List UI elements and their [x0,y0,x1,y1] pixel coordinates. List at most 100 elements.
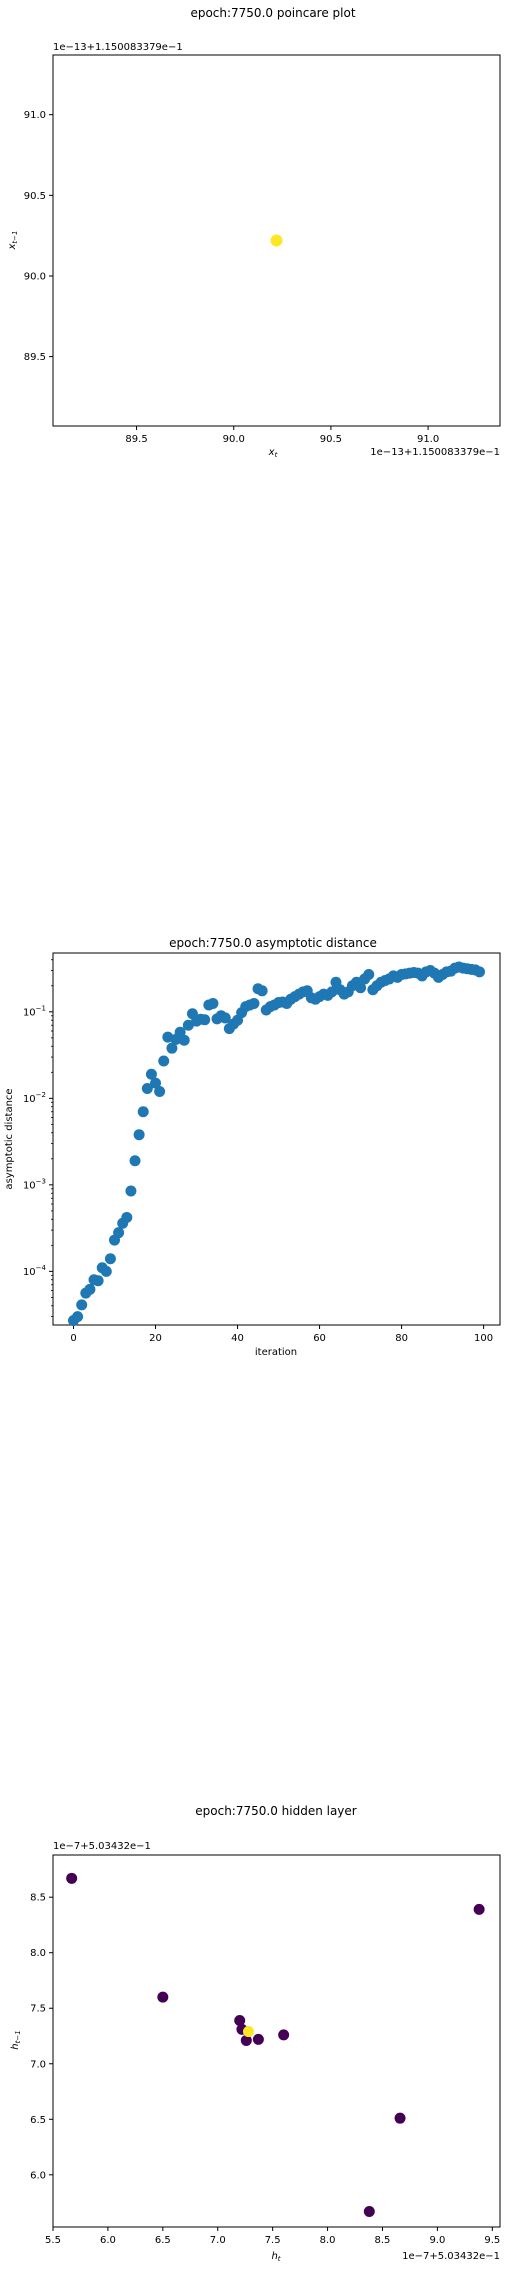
poincare-x-tick-label: 90.5 [320,434,342,445]
poincare-title: epoch:7750.0 poincare plot [190,6,355,20]
asymptotic-point [154,1085,166,1097]
asymptotic-point [199,1014,211,1026]
hidden-x-tick-label: 8.5 [375,2235,391,2246]
hidden-x-tick-label: 7.5 [265,2235,281,2246]
asymptotic-point [158,1055,170,1067]
asymptotic-point [219,1012,231,1024]
asymptotic-point [166,1042,178,1054]
asymptotic-x-tick-label: 60 [313,1333,326,1344]
asymptotic-y-tick-base: 10 [23,1094,36,1105]
asymptotic-y-ticks: 10−410−310−210−1 [23,959,53,1317]
asymptotic-y-tick-label: 10−1 [23,1004,46,1018]
poincare-point [270,234,283,247]
hidden-axes-frame [52,1854,501,2228]
asymptotic-point [145,1068,157,1080]
asymptotic-y-tick-base: 10 [23,1267,36,1278]
hidden-point [240,2034,252,2046]
hidden-point [157,1991,169,2003]
asymptotic-xlabel: iteration [255,1347,297,1358]
hidden-x-tick-label: 6.0 [100,2235,116,2246]
hidden-x-tick-label: 6.5 [155,2235,171,2246]
asymptotic-point [76,1299,88,1311]
hidden-point [242,2026,254,2038]
poincare-x-tick-label: 89.5 [125,434,147,445]
poincare-x-ticks: 89.5 90.0 90.5 91.0 [125,426,439,445]
asymptotic-point [113,1227,125,1239]
poincare-points [270,234,283,247]
asymptotic-point [92,1275,104,1287]
hidden-x-tick-label: 5.5 [45,2235,61,2246]
asymptotic-point [141,1082,153,1094]
hidden-point [473,1903,485,1915]
asymptotic-point [355,982,367,994]
hidden-point [394,2112,406,2124]
asymptotic-y-tick-label: 10−4 [23,1264,47,1278]
hidden-y-tick-label: 6.0 [30,2170,46,2181]
asymptotic-point [182,1019,194,1031]
asymptotic-chart: epoch:7750.0 asymptotic distance 0 20 40 60… [4,936,501,1358]
asymptotic-y-tick-label: 10−3 [23,1177,46,1191]
asymptotic-point [133,1129,145,1141]
asymptotic-point [100,1265,112,1277]
asymptotic-y-tick-exponent: −3 [36,1177,46,1185]
asymptotic-point [121,1211,133,1223]
hidden-y-ticks: 6.0 6.5 7.0 7.5 8.0 8.5 [30,1893,53,2181]
asymptotic-point [178,1034,190,1046]
poincare-y-tick-label: 91.0 [24,110,46,121]
poincare-xlabel: xt [268,447,278,459]
hidden-points [66,1872,485,2217]
asymptotic-x-tick-label: 100 [474,1333,493,1344]
asymptotic-ylabel: asymptotic distance [4,1088,15,1189]
asymptotic-point [473,966,485,978]
asymptotic-point [150,1077,162,1089]
asymptotic-point [363,969,375,981]
asymptotic-point [137,1106,149,1118]
asymptotic-point [256,985,268,997]
asymptotic-x-tick-label: 0 [70,1333,76,1344]
poincare-y-tick-label: 89.5 [24,352,46,363]
hidden-y-tick-label: 7.0 [30,2059,46,2070]
hidden-y-tick-label: 6.5 [30,2115,46,2126]
poincare-chart: epoch:7750.0 poincare plot 1e−13+1.15008… [7,6,501,459]
asymptotic-y-tick-base: 10 [23,1180,36,1191]
hidden-xlabel: ht [271,2251,280,2263]
asymptotic-axes-frame [52,952,501,1326]
asymptotic-x-tick-label: 40 [231,1333,244,1344]
poincare-x-tick-label: 91.0 [417,434,439,445]
hidden-y-tick-label: 7.5 [30,2004,46,2015]
asymptotic-point [129,1155,141,1167]
hidden-x-tick-label: 7.0 [210,2235,226,2246]
hidden-point [66,1872,78,1884]
asymptotic-y-tick-exponent: −4 [36,1264,47,1272]
hidden-point [234,2014,246,2026]
hidden-x-tick-label: 9.5 [484,2235,500,2246]
hidden-x-tick-label: 9.0 [429,2235,445,2246]
poincare-y-offset: 1e−13+1.150083379e−1 [53,42,183,53]
poincare-x-tick-label: 90.0 [223,434,245,445]
hidden-title: epoch:7750.0 hidden layer [195,1804,357,1818]
poincare-y-tick-label: 90.0 [24,271,46,282]
poincare-y-tick-label: 90.5 [24,191,46,202]
hidden-y-tick-label: 8.0 [30,1948,46,1959]
hidden-point [278,2029,290,2041]
hidden-x-ticks: 5.5 6.0 6.5 7.0 7.5 8.0 8.5 9.0 9.5 [45,2227,500,2246]
asymptotic-title: epoch:7750.0 asymptotic distance [169,936,377,950]
asymptotic-point [84,1283,96,1295]
asymptotic-y-tick-base: 10 [23,1007,36,1018]
asymptotic-x-tick-label: 80 [395,1333,408,1344]
hidden-point [252,2033,264,2045]
asymptotic-y-tick-exponent: −2 [36,1091,46,1099]
asymptotic-x-tick-label: 20 [149,1333,162,1344]
asymptotic-y-tick-exponent: −1 [36,1004,46,1012]
poincare-x-offset: 1e−13+1.150083379e−1 [370,447,500,458]
asymptotic-point [72,1311,84,1323]
asymptotic-point [125,1185,137,1197]
hidden-x-tick-label: 8.0 [320,2235,336,2246]
hidden-x-offset: 1e−7+5.03432e−1 [402,2251,500,2262]
hidden-point [363,2205,375,2217]
asymptotic-points [68,961,485,1327]
asymptotic-point [248,997,260,1009]
poincare-y-ticks: 89.5 90.0 90.5 91.0 [24,110,53,363]
